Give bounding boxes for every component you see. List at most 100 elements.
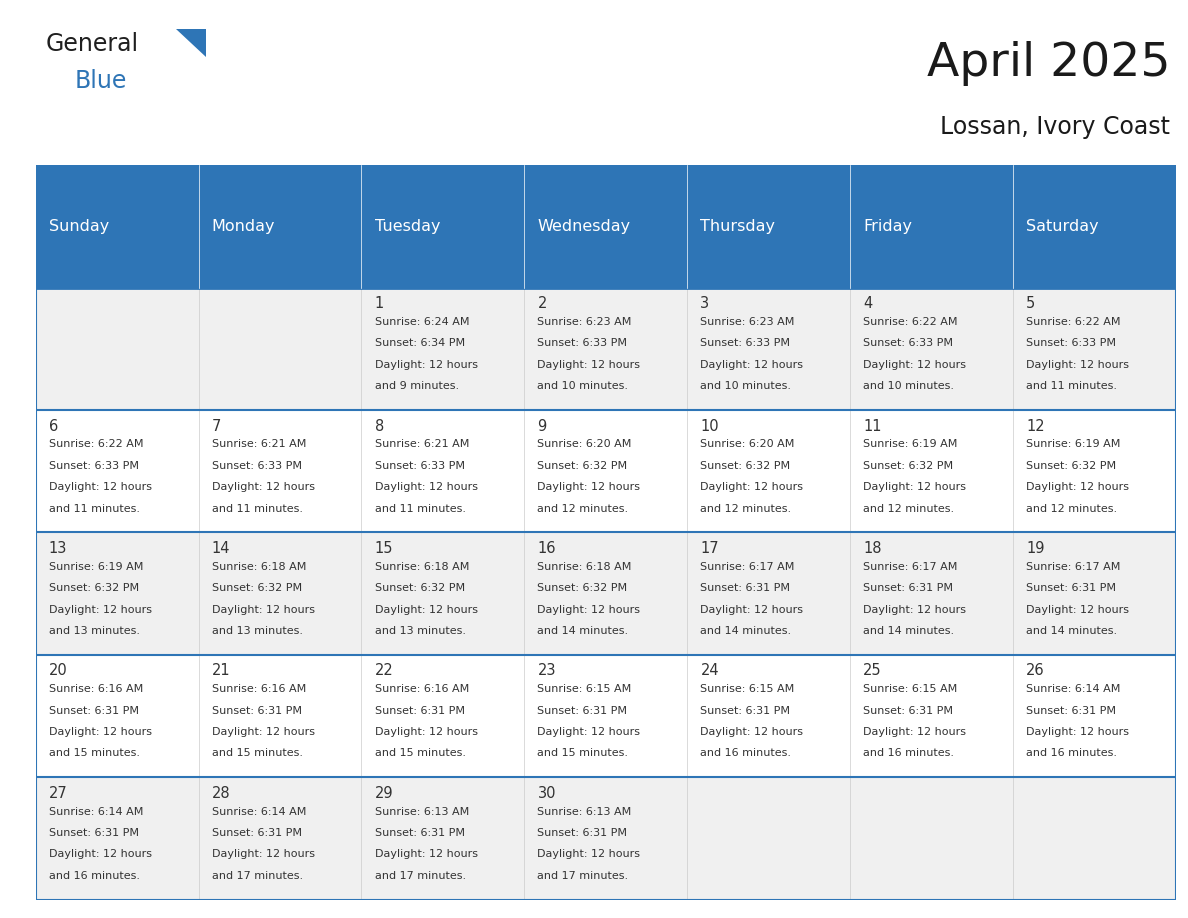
Text: Monday: Monday bbox=[211, 218, 276, 234]
Bar bbox=[36, 287, 1176, 410]
Text: Sunrise: 6:19 AM: Sunrise: 6:19 AM bbox=[49, 562, 143, 572]
Polygon shape bbox=[176, 29, 206, 57]
Text: Daylight: 12 hours: Daylight: 12 hours bbox=[374, 482, 478, 492]
Text: 21: 21 bbox=[211, 664, 230, 678]
Text: Daylight: 12 hours: Daylight: 12 hours bbox=[864, 482, 966, 492]
Text: 10: 10 bbox=[701, 419, 719, 433]
Text: and 11 minutes.: and 11 minutes. bbox=[374, 504, 466, 514]
Text: 5: 5 bbox=[1026, 297, 1036, 311]
Text: Sunset: 6:34 PM: Sunset: 6:34 PM bbox=[374, 339, 465, 349]
Text: and 16 minutes.: and 16 minutes. bbox=[49, 871, 140, 881]
Text: and 14 minutes.: and 14 minutes. bbox=[1026, 626, 1118, 636]
Text: Wednesday: Wednesday bbox=[537, 218, 631, 234]
Text: Tuesday: Tuesday bbox=[374, 218, 440, 234]
Text: 18: 18 bbox=[864, 541, 881, 556]
Text: Daylight: 12 hours: Daylight: 12 hours bbox=[701, 482, 803, 492]
Text: Sunset: 6:31 PM: Sunset: 6:31 PM bbox=[1026, 583, 1117, 593]
Text: 14: 14 bbox=[211, 541, 230, 556]
Text: Thursday: Thursday bbox=[701, 218, 776, 234]
Text: Blue: Blue bbox=[75, 69, 127, 93]
Text: Sunrise: 6:16 AM: Sunrise: 6:16 AM bbox=[211, 684, 305, 694]
Text: Sunrise: 6:17 AM: Sunrise: 6:17 AM bbox=[864, 562, 958, 572]
Text: Sunrise: 6:15 AM: Sunrise: 6:15 AM bbox=[864, 684, 958, 694]
Text: 26: 26 bbox=[1026, 664, 1045, 678]
Text: Sunrise: 6:15 AM: Sunrise: 6:15 AM bbox=[537, 684, 632, 694]
Text: Sunset: 6:31 PM: Sunset: 6:31 PM bbox=[701, 706, 790, 716]
Text: and 15 minutes.: and 15 minutes. bbox=[49, 748, 140, 758]
Text: Sunrise: 6:18 AM: Sunrise: 6:18 AM bbox=[374, 562, 469, 572]
Text: 17: 17 bbox=[701, 541, 719, 556]
Text: April 2025: April 2025 bbox=[927, 41, 1170, 86]
Text: Daylight: 12 hours: Daylight: 12 hours bbox=[374, 360, 478, 370]
Text: and 11 minutes.: and 11 minutes. bbox=[211, 504, 303, 514]
Text: Sunrise: 6:20 AM: Sunrise: 6:20 AM bbox=[537, 440, 632, 450]
Text: Daylight: 12 hours: Daylight: 12 hours bbox=[537, 360, 640, 370]
Text: Sunrise: 6:22 AM: Sunrise: 6:22 AM bbox=[1026, 317, 1120, 327]
Text: and 10 minutes.: and 10 minutes. bbox=[537, 381, 628, 391]
Text: 20: 20 bbox=[49, 664, 68, 678]
Text: 29: 29 bbox=[374, 786, 393, 800]
Text: and 12 minutes.: and 12 minutes. bbox=[537, 504, 628, 514]
Text: Sunset: 6:33 PM: Sunset: 6:33 PM bbox=[701, 339, 790, 349]
Text: Sunset: 6:32 PM: Sunset: 6:32 PM bbox=[1026, 461, 1117, 471]
Text: 3: 3 bbox=[701, 297, 709, 311]
Text: Daylight: 12 hours: Daylight: 12 hours bbox=[211, 605, 315, 615]
Text: and 10 minutes.: and 10 minutes. bbox=[701, 381, 791, 391]
Text: Sunrise: 6:16 AM: Sunrise: 6:16 AM bbox=[49, 684, 143, 694]
Bar bbox=[198, 165, 361, 287]
Text: Daylight: 12 hours: Daylight: 12 hours bbox=[374, 849, 478, 859]
Text: and 17 minutes.: and 17 minutes. bbox=[537, 871, 628, 881]
Text: and 16 minutes.: and 16 minutes. bbox=[1026, 748, 1117, 758]
Text: and 12 minutes.: and 12 minutes. bbox=[1026, 504, 1118, 514]
Text: Sunrise: 6:23 AM: Sunrise: 6:23 AM bbox=[701, 317, 795, 327]
Text: Daylight: 12 hours: Daylight: 12 hours bbox=[1026, 605, 1130, 615]
Text: Sunrise: 6:19 AM: Sunrise: 6:19 AM bbox=[864, 440, 958, 450]
Text: 27: 27 bbox=[49, 786, 68, 800]
Text: 16: 16 bbox=[537, 541, 556, 556]
Bar bbox=[361, 165, 524, 287]
Text: 22: 22 bbox=[374, 664, 393, 678]
Text: Sunset: 6:33 PM: Sunset: 6:33 PM bbox=[537, 339, 627, 349]
Text: Daylight: 12 hours: Daylight: 12 hours bbox=[49, 727, 152, 737]
Text: and 13 minutes.: and 13 minutes. bbox=[49, 626, 140, 636]
Text: 1: 1 bbox=[374, 297, 384, 311]
Text: Sunset: 6:31 PM: Sunset: 6:31 PM bbox=[211, 706, 302, 716]
Text: Sunset: 6:31 PM: Sunset: 6:31 PM bbox=[537, 706, 627, 716]
Bar bbox=[524, 165, 688, 287]
Text: Sunrise: 6:13 AM: Sunrise: 6:13 AM bbox=[537, 807, 632, 817]
Text: and 11 minutes.: and 11 minutes. bbox=[1026, 381, 1117, 391]
Text: Sunrise: 6:17 AM: Sunrise: 6:17 AM bbox=[701, 562, 795, 572]
Text: and 15 minutes.: and 15 minutes. bbox=[537, 748, 628, 758]
Bar bbox=[36, 410, 1176, 532]
Text: 15: 15 bbox=[374, 541, 393, 556]
Text: Sunset: 6:32 PM: Sunset: 6:32 PM bbox=[374, 583, 465, 593]
Text: Daylight: 12 hours: Daylight: 12 hours bbox=[864, 727, 966, 737]
Bar bbox=[36, 165, 198, 287]
Text: Daylight: 12 hours: Daylight: 12 hours bbox=[701, 605, 803, 615]
Text: and 12 minutes.: and 12 minutes. bbox=[864, 504, 954, 514]
Text: 30: 30 bbox=[537, 786, 556, 800]
Text: Sunset: 6:31 PM: Sunset: 6:31 PM bbox=[49, 828, 139, 838]
Text: 23: 23 bbox=[537, 664, 556, 678]
Text: Sunrise: 6:21 AM: Sunrise: 6:21 AM bbox=[211, 440, 307, 450]
Text: Sunrise: 6:18 AM: Sunrise: 6:18 AM bbox=[211, 562, 307, 572]
Text: Sunset: 6:32 PM: Sunset: 6:32 PM bbox=[537, 461, 627, 471]
Text: and 10 minutes.: and 10 minutes. bbox=[864, 381, 954, 391]
Text: Sunset: 6:32 PM: Sunset: 6:32 PM bbox=[701, 461, 790, 471]
Bar bbox=[688, 165, 851, 287]
Text: 24: 24 bbox=[701, 664, 719, 678]
Text: Sunset: 6:31 PM: Sunset: 6:31 PM bbox=[374, 828, 465, 838]
Text: Sunset: 6:32 PM: Sunset: 6:32 PM bbox=[211, 583, 302, 593]
Text: Sunset: 6:33 PM: Sunset: 6:33 PM bbox=[211, 461, 302, 471]
Text: Sunset: 6:33 PM: Sunset: 6:33 PM bbox=[374, 461, 465, 471]
Text: Sunrise: 6:13 AM: Sunrise: 6:13 AM bbox=[374, 807, 469, 817]
Text: and 11 minutes.: and 11 minutes. bbox=[49, 504, 140, 514]
Text: Sunrise: 6:20 AM: Sunrise: 6:20 AM bbox=[701, 440, 795, 450]
Text: Sunset: 6:31 PM: Sunset: 6:31 PM bbox=[374, 706, 465, 716]
Bar bbox=[36, 655, 1176, 778]
Text: and 14 minutes.: and 14 minutes. bbox=[864, 626, 954, 636]
Text: Sunset: 6:31 PM: Sunset: 6:31 PM bbox=[211, 828, 302, 838]
Text: and 15 minutes.: and 15 minutes. bbox=[211, 748, 303, 758]
Text: Sunrise: 6:14 AM: Sunrise: 6:14 AM bbox=[49, 807, 143, 817]
Text: Daylight: 12 hours: Daylight: 12 hours bbox=[1026, 360, 1130, 370]
